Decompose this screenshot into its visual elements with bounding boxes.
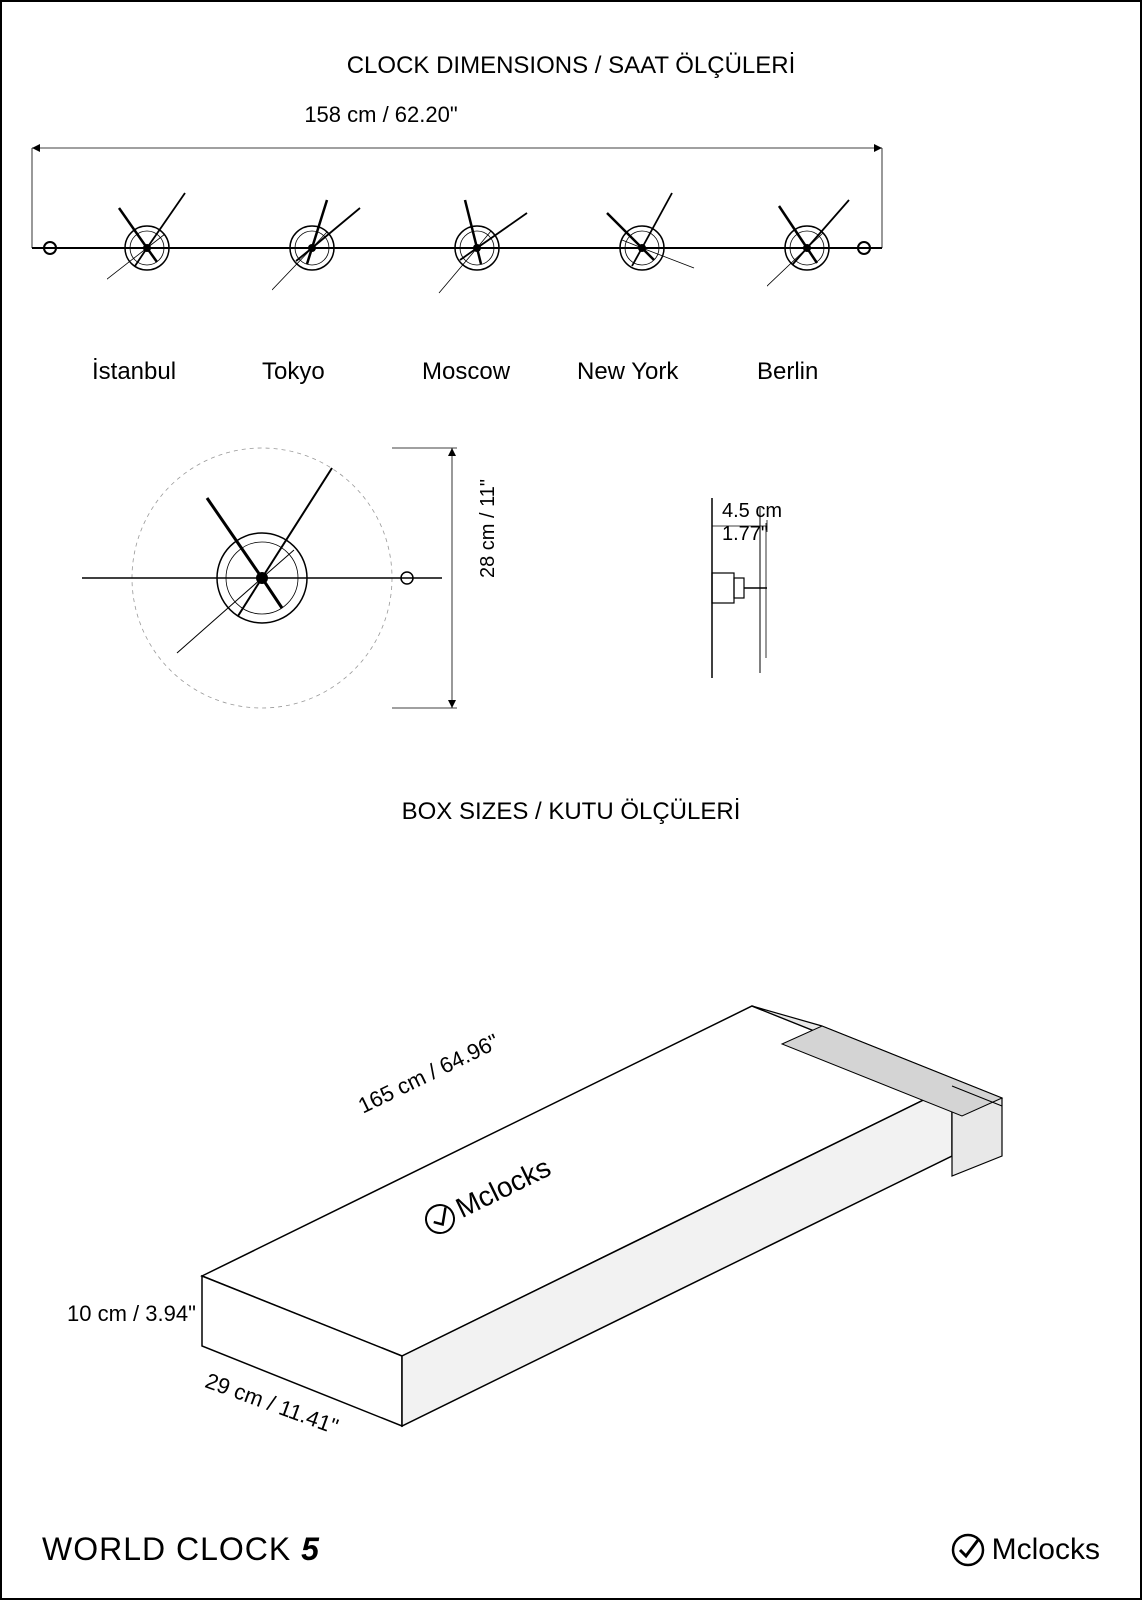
box-svg: Mclocks: [2, 856, 1142, 1476]
brand-text: Mclocks: [992, 1533, 1100, 1567]
clock-istanbul: [107, 168, 227, 328]
brand-check-icon: [950, 1532, 986, 1568]
box-sizes-title: BOX SIZES / KUTU ÖLÇÜLERİ: [2, 798, 1140, 826]
clock-newyork: [602, 168, 722, 328]
total-width-label: 158 cm / 62.20": [0, 102, 1140, 128]
clock-dimensions-title: CLOCK DIMENSIONS / SAAT ÖLÇÜLERİ: [2, 52, 1140, 80]
product-name: WORLD CLOCK 5: [42, 1531, 320, 1568]
depth-in-label: 1.77": [722, 523, 768, 546]
city-berlin: Berlin: [757, 358, 818, 386]
city-labels: İstanbul Tokyo Moscow New York Berlin: [2, 358, 1140, 398]
box-height-label: 10 cm / 3.94": [67, 1301, 196, 1327]
city-newyork: New York: [577, 358, 678, 386]
box-drawing: Mclocks 165 cm / 64.96" 10 cm / 3.94" 29…: [2, 856, 1140, 1476]
city-tokyo: Tokyo: [262, 358, 325, 386]
clocks-row: [2, 138, 1140, 358]
city-istanbul: İstanbul: [92, 358, 176, 386]
brand-logo: Mclocks: [950, 1532, 1100, 1568]
clock-detail: [82, 428, 482, 728]
depth-cm-label: 4.5 cm: [722, 500, 782, 523]
clock-tokyo: [272, 168, 392, 328]
product-number: 5: [301, 1531, 320, 1567]
clock-moscow: [437, 168, 557, 328]
detail-row: 28 cm / 11" 4.5 cm 1.77": [2, 428, 1140, 738]
diameter-label: 28 cm / 11": [477, 479, 500, 578]
clock-berlin: [767, 168, 887, 328]
footer: WORLD CLOCK 5 Mclocks: [2, 1531, 1140, 1568]
city-moscow: Moscow: [422, 358, 510, 386]
product-label: WORLD CLOCK: [42, 1531, 291, 1567]
